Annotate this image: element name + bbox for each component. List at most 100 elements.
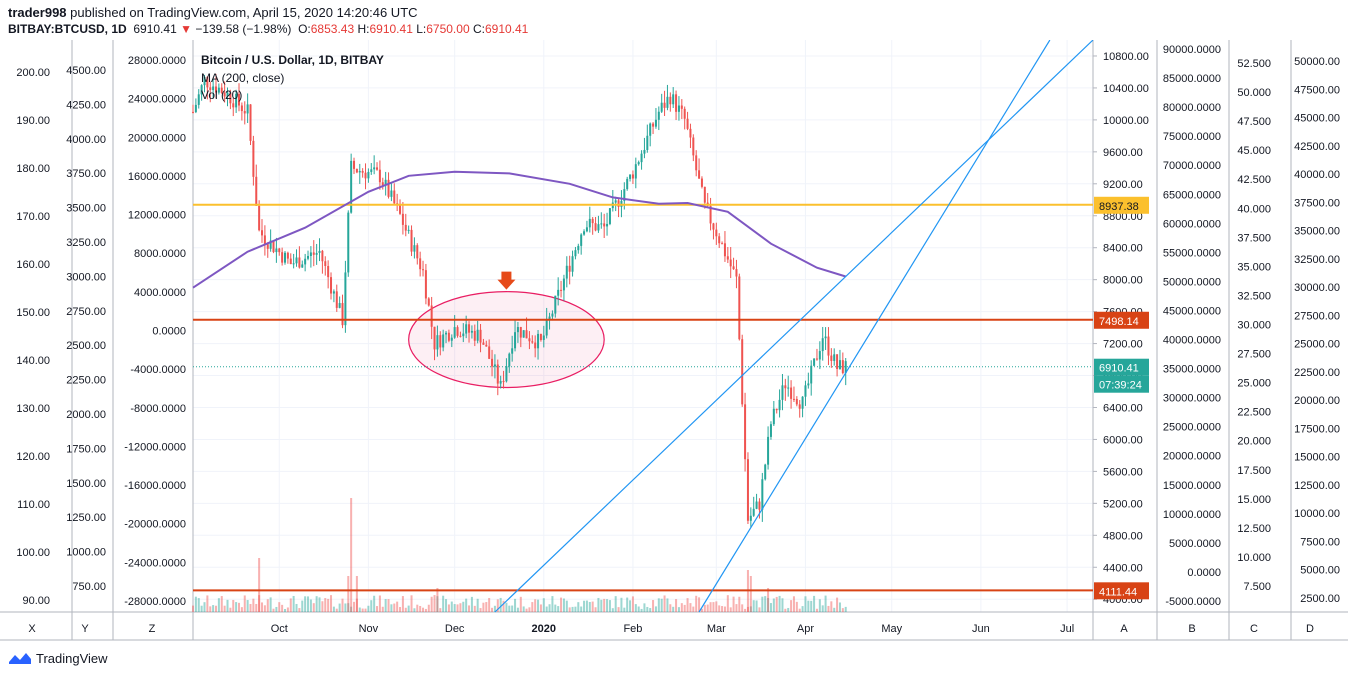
candle-body xyxy=(269,240,272,249)
volume-bar xyxy=(361,608,364,612)
volume-bar xyxy=(491,607,494,612)
candle-body xyxy=(499,381,502,384)
candle-body xyxy=(813,358,816,366)
price-label-hline: 4111.44 xyxy=(1099,586,1137,598)
open-label: O: xyxy=(298,22,311,36)
volume-bar xyxy=(560,597,563,612)
candle-body xyxy=(752,508,755,516)
y-axis-tick: 2750.00 xyxy=(66,306,106,318)
axis-letter-c: C xyxy=(1250,623,1258,635)
time-tick: Apr xyxy=(797,623,814,635)
candle-body xyxy=(258,205,261,231)
volume-bar xyxy=(792,596,795,612)
volume-bar xyxy=(321,601,324,612)
candle-body xyxy=(560,289,563,291)
main-axis-tick: 9200.00 xyxy=(1103,179,1143,191)
time-tick: Oct xyxy=(271,623,288,635)
volume-bar xyxy=(761,596,764,612)
d-axis-tick: 27500.00 xyxy=(1294,310,1340,322)
volume-bar xyxy=(548,604,551,612)
volume-spike xyxy=(749,576,752,612)
d-axis-tick: 2500.00 xyxy=(1300,593,1340,605)
volume-bar xyxy=(373,595,376,612)
volume-bar xyxy=(775,596,778,612)
volume-bar xyxy=(197,598,200,612)
footer: TradingView xyxy=(8,650,108,666)
candle-body xyxy=(557,289,560,296)
time-tick: Feb xyxy=(623,623,642,635)
low-label: L: xyxy=(416,22,427,36)
c-axis-tick: 12.500 xyxy=(1237,523,1271,535)
volume-bar xyxy=(588,601,591,612)
d-axis-tick: 32500.00 xyxy=(1294,254,1340,266)
volume-bar xyxy=(844,606,847,612)
candle-body xyxy=(470,330,473,333)
volume-bar xyxy=(295,603,298,612)
candle-body xyxy=(801,396,804,409)
candle-body xyxy=(545,319,548,336)
publisher-name[interactable]: trader998 xyxy=(8,5,67,20)
time-tick: Mar xyxy=(707,623,726,635)
candle-body xyxy=(422,269,425,271)
volume-bar xyxy=(764,596,767,612)
candle-body xyxy=(442,334,445,348)
volume-bar xyxy=(528,607,531,612)
b-axis-tick: 70000.0000 xyxy=(1163,160,1221,172)
legend-ma[interactable]: MA (200, close) xyxy=(201,71,284,85)
c-axis-tick: 45.000 xyxy=(1237,145,1271,157)
main-axis-tick: 9600.00 xyxy=(1103,147,1143,159)
volume-bar xyxy=(804,596,807,612)
axis-letter-a: A xyxy=(1120,623,1128,635)
volume-bar xyxy=(795,601,798,612)
candle-body xyxy=(551,313,554,317)
candle-body xyxy=(534,342,537,349)
z-axis-tick: -12000.0000 xyxy=(124,441,186,453)
volume-spike xyxy=(436,588,439,612)
candle-body xyxy=(669,96,672,105)
footer-brand[interactable]: TradingView xyxy=(36,650,108,666)
candle-body xyxy=(798,404,801,409)
candle-body xyxy=(220,87,223,93)
volume-bar xyxy=(309,599,312,612)
volume-bar xyxy=(810,600,813,612)
c-axis-tick: 7.500 xyxy=(1243,581,1271,593)
volume-bar xyxy=(275,606,278,612)
z-axis-tick: -28000.0000 xyxy=(124,596,186,608)
b-axis-tick: 80000.0000 xyxy=(1163,102,1221,114)
candle-body xyxy=(272,240,275,253)
volume-bar xyxy=(660,598,663,612)
volume-bar xyxy=(617,607,620,612)
volume-bar xyxy=(209,606,212,612)
z-axis-tick: -24000.0000 xyxy=(124,557,186,569)
symbol-label[interactable]: BITBAY:BTCUSD, 1D xyxy=(8,22,127,36)
d-axis-tick: 15000.00 xyxy=(1294,452,1340,464)
candle-body xyxy=(353,160,356,169)
candle-body xyxy=(591,218,594,224)
candle-body xyxy=(749,515,752,521)
candle-body xyxy=(229,92,232,104)
volume-bar xyxy=(698,597,701,612)
volume-bar xyxy=(721,606,724,612)
volume-bar xyxy=(672,606,675,612)
c-axis-tick: 20.000 xyxy=(1237,436,1271,448)
candle-body xyxy=(703,186,706,203)
c-axis-tick: 35.000 xyxy=(1237,261,1271,273)
volume-bar xyxy=(695,595,698,612)
volume-bar xyxy=(571,606,574,612)
volume-bar xyxy=(511,605,514,612)
price-label-countdown: 07:39:24 xyxy=(1099,380,1142,392)
candle-body xyxy=(453,327,456,338)
main-axis-tick: 8400.00 xyxy=(1103,243,1143,255)
volume-bar xyxy=(298,608,301,612)
volume-bar xyxy=(718,605,721,612)
volume-bar xyxy=(715,601,718,612)
volume-bar xyxy=(502,600,505,612)
volume-bar xyxy=(692,606,695,612)
volume-bar xyxy=(493,605,496,612)
legend-vol[interactable]: Vol (20) xyxy=(201,88,242,102)
price-chart[interactable]: 10800.0010400.0010000.009600.009200.0088… xyxy=(0,40,1348,644)
volume-bar xyxy=(330,595,333,612)
candle-body xyxy=(735,269,738,277)
y-axis-tick: 750.00 xyxy=(72,581,106,593)
d-axis-tick: 47500.00 xyxy=(1294,84,1340,96)
